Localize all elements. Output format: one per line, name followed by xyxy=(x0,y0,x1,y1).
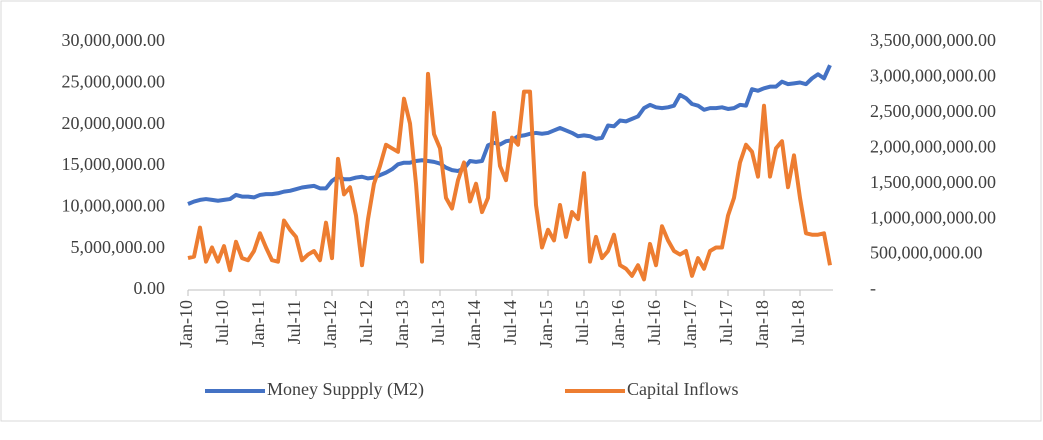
x-tick-label: Jan-11 xyxy=(248,300,268,347)
series-line xyxy=(187,71,832,282)
chart-frame xyxy=(0,0,1042,422)
y-tick-label: 5,000,000.00 xyxy=(71,237,166,257)
y-tick-label: 20,000,000.00 xyxy=(62,113,166,133)
x-tick-label: Jan-17 xyxy=(680,300,700,348)
x-tick-label: Jan-18 xyxy=(752,300,772,348)
y2-tick-label: 1,500,000,000.00 xyxy=(870,172,996,192)
y2-tick-label: 3,500,000,000.00 xyxy=(870,30,996,50)
x-tick-label: Jul-10 xyxy=(212,300,232,345)
x-tick-label: Jan-10 xyxy=(176,300,196,348)
x-tick-label: Jan-15 xyxy=(536,300,556,348)
legend-label: Capital Inflows xyxy=(627,379,738,399)
y-tick-label: 0.00 xyxy=(134,278,166,298)
series-line xyxy=(187,64,832,206)
y-tick-label: 25,000,000.00 xyxy=(62,71,166,91)
y2-tick-label: 1,000,000,000.00 xyxy=(870,207,996,227)
x-tick-label: Jul-14 xyxy=(500,300,520,345)
x-tick-label: Jul-13 xyxy=(428,300,448,345)
x-tick-label: Jul-15 xyxy=(572,300,592,345)
x-tick-label: Jan-14 xyxy=(464,300,484,348)
x-tick-label: Jul-12 xyxy=(356,300,376,345)
y-tick-label: 15,000,000.00 xyxy=(62,154,166,174)
y2-tick-label: 2,500,000,000.00 xyxy=(870,101,996,121)
y2-tick-label: 3,000,000,000.00 xyxy=(870,66,996,86)
x-tick-label: Jan-16 xyxy=(608,300,628,348)
y-tick-label: 10,000,000.00 xyxy=(62,195,166,215)
y2-tick-label: - xyxy=(870,278,876,298)
x-tick-label: Jul-17 xyxy=(716,300,736,345)
x-tick-label: Jan-12 xyxy=(320,300,340,348)
y2-tick-label: 500,000,000.00 xyxy=(870,243,983,263)
x-tick-label: Jul-18 xyxy=(788,300,808,345)
x-tick-label: Jan-13 xyxy=(392,300,412,348)
legend-label: Money Suppply (M2) xyxy=(267,379,424,400)
y2-tick-label: 2,000,000,000.00 xyxy=(870,136,996,156)
y-tick-label: 30,000,000.00 xyxy=(62,30,166,50)
x-tick-label: Jul-16 xyxy=(644,300,664,345)
x-tick-label: Jul-11 xyxy=(284,300,304,344)
